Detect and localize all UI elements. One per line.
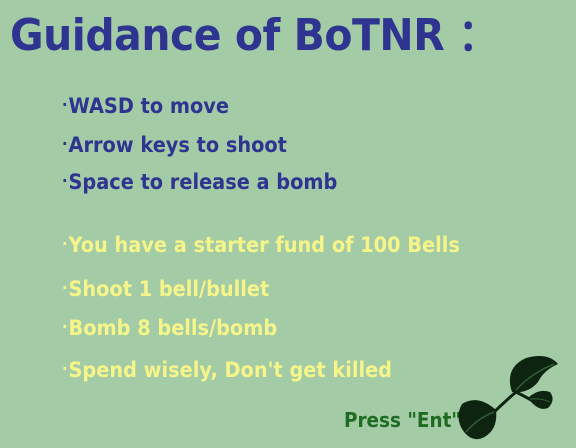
bullet-icon: ·: [62, 134, 68, 153]
control-item-label: WASD to move: [68, 94, 229, 118]
control-item-move: ·WASD to move: [62, 96, 229, 117]
bullet-icon: ·: [62, 234, 68, 253]
control-item-bomb: ·Space to release a bomb: [62, 172, 337, 193]
rule-item-starter-fund: ·You have a starter fund of 100 Bells: [62, 235, 460, 256]
rule-item-label: Shoot 1 bell/bullet: [68, 277, 270, 301]
control-item-label: Arrow keys to shoot: [68, 133, 287, 157]
control-item-label: Space to release a bomb: [68, 170, 338, 194]
rule-item-bomb-cost: ·Bomb 8 bells/bomb: [62, 318, 277, 339]
leaf-cluster-icon: [458, 356, 558, 440]
guidance-title: Guidance of BoTNR ：: [10, 10, 499, 61]
bullet-icon: ·: [62, 95, 68, 114]
rule-item-label: You have a starter fund of 100 Bells: [68, 233, 460, 257]
control-item-shoot: ·Arrow keys to shoot: [62, 135, 287, 156]
rule-item-spend-wisely: ·Spend wisely, Don't get killed: [62, 360, 392, 381]
rule-item-label: Spend wisely, Don't get killed: [68, 358, 393, 382]
bullet-icon: ·: [62, 359, 68, 378]
bullet-icon: ·: [62, 171, 68, 190]
rule-item-label: Bomb 8 bells/bomb: [68, 316, 278, 340]
rule-item-shoot-cost: ·Shoot 1 bell/bullet: [62, 279, 269, 300]
press-enter-prompt[interactable]: Press "Ent": [344, 408, 461, 432]
bullet-icon: ·: [62, 278, 68, 297]
bullet-icon: ·: [62, 317, 68, 336]
